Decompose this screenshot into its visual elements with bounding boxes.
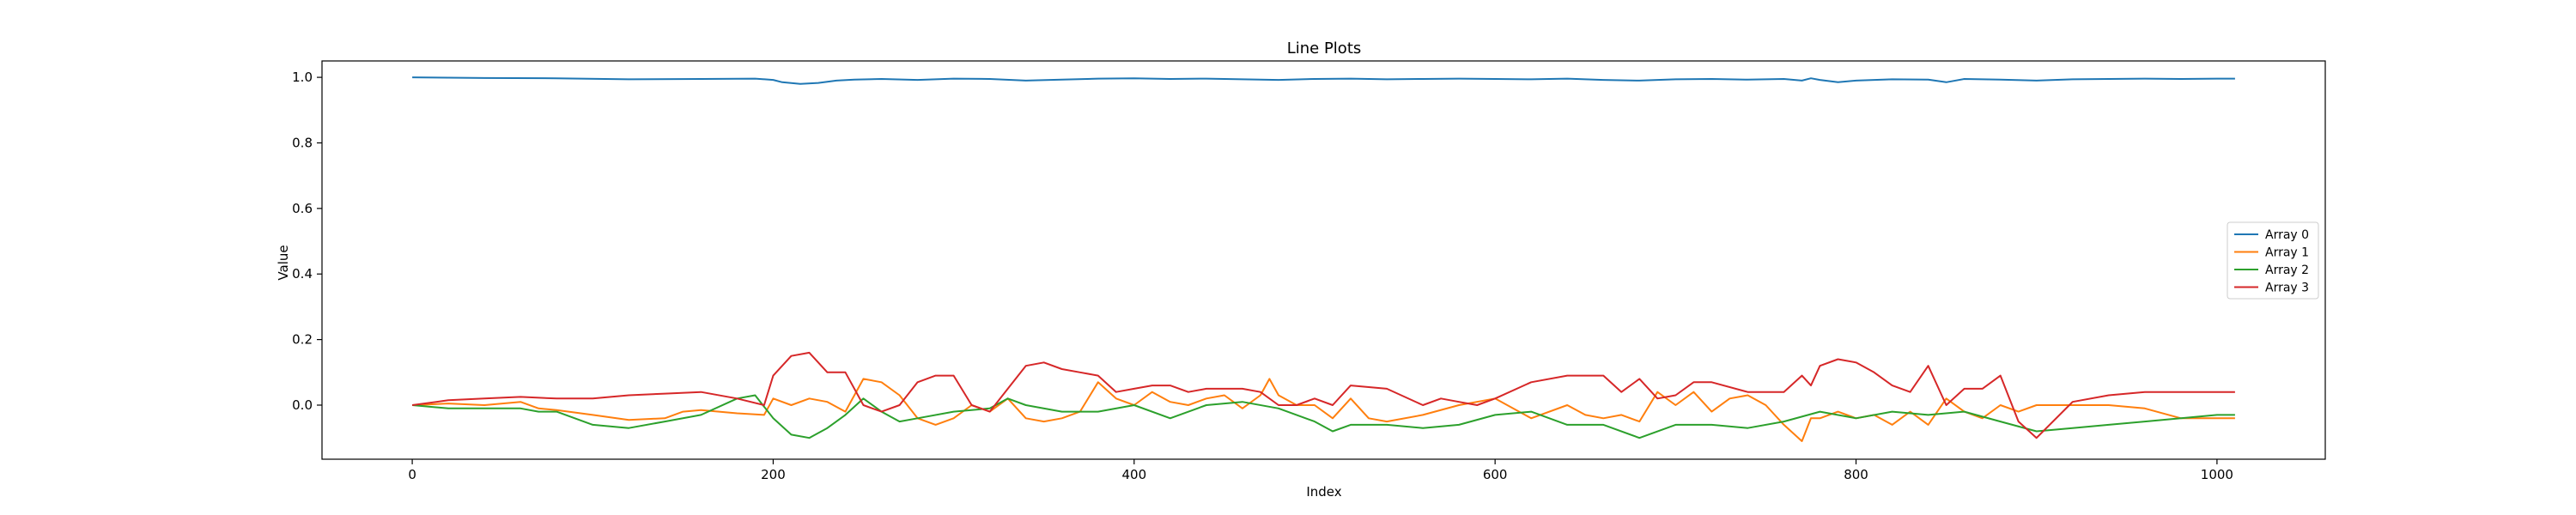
- legend-label-3: Array 3: [2265, 282, 2309, 295]
- chart-title: Line Plots: [1287, 39, 1362, 58]
- y-tick-label: 0.2: [292, 332, 313, 348]
- legend: Array 0 Array 1 Array 2 Array 3: [2227, 222, 2318, 299]
- legend-label-2: Array 2: [2265, 264, 2309, 277]
- x-tick-label: 800: [1844, 467, 1868, 482]
- series-line-1: [412, 379, 2235, 441]
- x-tick-label: 0: [408, 467, 416, 482]
- legend-label-1: Array 1: [2265, 246, 2309, 260]
- plot-area: 0 200 400 600 800 1000 0.0 0.2 0.4 0.6 0.8 1.0: [292, 61, 2325, 482]
- y-tick-label: 0.4: [292, 266, 313, 282]
- x-axis-label: Index: [1306, 484, 1341, 500]
- series-line-0: [412, 77, 2235, 84]
- plot-frame: [322, 61, 2325, 459]
- legend-label-0: Array 0: [2265, 228, 2309, 242]
- x-tick-label: 200: [761, 467, 786, 482]
- y-tick-label: 1.0: [292, 70, 313, 85]
- y-tick-label: 0.8: [292, 135, 313, 150]
- series-line-3: [412, 353, 2235, 438]
- series-group: [412, 77, 2235, 441]
- x-tick-label: 600: [1483, 467, 1508, 482]
- y-tick-label: 0.0: [292, 397, 313, 413]
- y-tick-label: 0.6: [292, 201, 313, 216]
- y-axis-label: Value: [276, 245, 291, 280]
- x-tick-label: 400: [1121, 467, 1146, 482]
- x-tick-label: 1000: [2201, 467, 2233, 482]
